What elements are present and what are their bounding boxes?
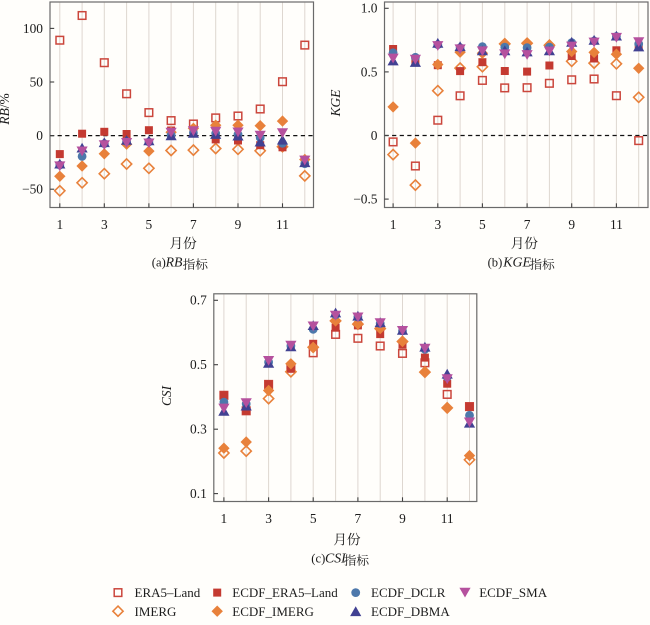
svg-text:(b): (b) xyxy=(488,255,503,269)
svg-text:5: 5 xyxy=(146,217,153,232)
svg-text:−0.5: −0.5 xyxy=(353,192,378,207)
svg-text:5: 5 xyxy=(310,511,317,526)
svg-text:50: 50 xyxy=(30,74,44,89)
svg-text:3: 3 xyxy=(101,217,108,232)
svg-text:(c): (c) xyxy=(311,551,325,565)
svg-text:ECDF_DBMA: ECDF_DBMA xyxy=(371,604,450,619)
svg-text:ECDF_DCLR: ECDF_DCLR xyxy=(371,585,446,600)
svg-text:7: 7 xyxy=(190,217,197,232)
svg-text:0: 0 xyxy=(371,128,378,143)
svg-text:0.5: 0.5 xyxy=(190,357,207,372)
svg-text:1: 1 xyxy=(56,217,63,232)
svg-text:11: 11 xyxy=(441,511,454,526)
svg-text:7: 7 xyxy=(524,217,531,232)
svg-text:0: 0 xyxy=(36,128,43,143)
svg-text:0.5: 0.5 xyxy=(361,64,378,79)
svg-text:ECDF_ERA5–Land: ECDF_ERA5–Land xyxy=(232,585,338,600)
svg-text:KGE: KGE xyxy=(502,254,531,269)
svg-text:0.7: 0.7 xyxy=(190,293,207,308)
svg-text:9: 9 xyxy=(399,511,406,526)
svg-text:5: 5 xyxy=(479,217,486,232)
svg-text:ERA5–Land: ERA5–Land xyxy=(135,585,201,600)
svg-text:ECDF_SMA: ECDF_SMA xyxy=(479,585,548,600)
svg-text:3: 3 xyxy=(434,217,441,232)
svg-text:0.1: 0.1 xyxy=(190,486,207,501)
svg-text:IMERG: IMERG xyxy=(135,604,177,619)
svg-text:1: 1 xyxy=(390,217,397,232)
svg-text:ECDF_IMERG: ECDF_IMERG xyxy=(232,604,314,619)
svg-text:RB/%: RB/% xyxy=(0,93,12,125)
svg-text:0.3: 0.3 xyxy=(190,422,207,437)
svg-text:(a): (a) xyxy=(152,255,166,269)
svg-text:9: 9 xyxy=(235,217,242,232)
svg-text:CSI: CSI xyxy=(325,550,347,565)
svg-text:100: 100 xyxy=(23,21,43,36)
svg-text:RB: RB xyxy=(165,254,183,269)
svg-text:9: 9 xyxy=(568,217,575,232)
svg-text:1: 1 xyxy=(221,511,228,526)
svg-text:CSI: CSI xyxy=(159,385,174,406)
svg-text:KGE: KGE xyxy=(328,90,343,118)
svg-text:−50: −50 xyxy=(22,182,43,197)
svg-text:1.0: 1.0 xyxy=(361,1,378,16)
svg-text:11: 11 xyxy=(276,217,289,232)
svg-text:7: 7 xyxy=(355,511,362,526)
svg-text:3: 3 xyxy=(265,511,272,526)
svg-text:11: 11 xyxy=(610,217,623,232)
